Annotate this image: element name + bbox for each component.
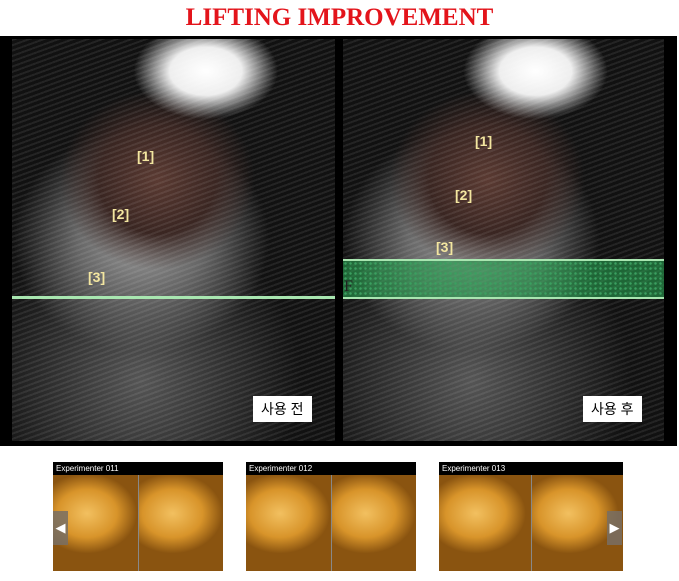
next-arrow-icon[interactable]: ▶	[607, 511, 622, 545]
after-face	[138, 475, 223, 571]
thumbnail-3[interactable]: Experimenter 013	[439, 462, 623, 571]
after-image	[343, 39, 664, 441]
thumbnail-label: Experimenter 012	[249, 464, 313, 473]
band-letter: F	[344, 278, 353, 295]
after-label-1: [1]	[475, 133, 493, 149]
page-title: LIFTING IMPROVEMENT	[185, 4, 494, 31]
before-label-2: [2]	[112, 206, 130, 222]
before-level-line	[12, 296, 335, 299]
after-label-2: [2]	[455, 187, 473, 203]
before-image	[12, 39, 335, 441]
after-label-3: [3]	[436, 239, 454, 255]
before-face	[246, 475, 331, 571]
thumbnail-label: Experimenter 011	[56, 464, 119, 473]
after-face	[331, 475, 416, 571]
thumbnail-1[interactable]: Experimenter 011	[53, 462, 223, 571]
before-label-1: [1]	[137, 148, 155, 164]
thumbnail-label: Experimenter 013	[442, 464, 506, 473]
prev-arrow-icon[interactable]: ◀	[53, 511, 68, 545]
before-face	[439, 475, 531, 571]
after-tag: 사용 후	[583, 396, 642, 422]
before-tag: 사용 전	[253, 396, 312, 422]
after-lift-band	[343, 259, 664, 299]
before-label-3: [3]	[88, 269, 106, 285]
thumbnail-2[interactable]: Experimenter 012	[246, 462, 416, 571]
comparison-panel: [1] [2] [3] 사용 전 [1] [2] [3] F 사용 후	[0, 36, 677, 446]
